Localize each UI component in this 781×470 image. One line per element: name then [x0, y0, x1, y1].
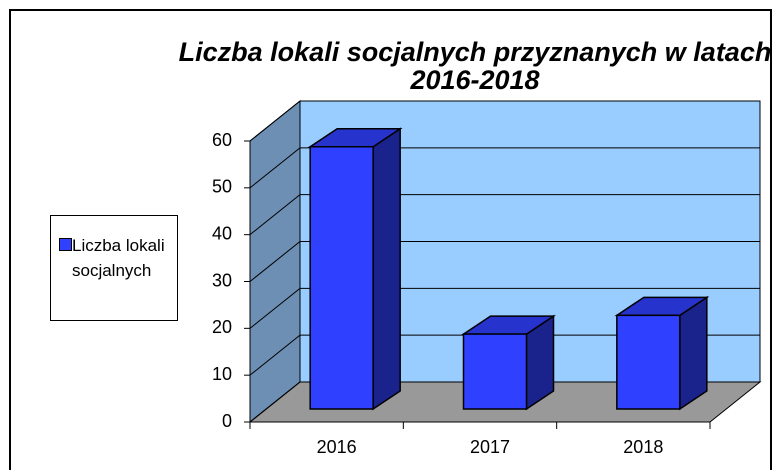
y-tick-label: 30	[212, 270, 232, 290]
legend-label: Liczba lokali socjalnych	[72, 236, 165, 280]
grid-line	[249, 100, 760, 142]
bar	[309, 145, 374, 410]
legend: Liczba lokali socjalnych	[50, 215, 178, 321]
x-tick-label: 2016	[317, 437, 357, 457]
y-tick-label: 0	[222, 411, 232, 431]
bar-side	[679, 295, 708, 411]
x-tick-label: 2017	[470, 437, 510, 457]
grid-line	[249, 334, 760, 376]
legend-swatch	[59, 238, 72, 251]
grid-line	[249, 287, 760, 329]
grid-line	[249, 381, 760, 423]
y-tick-label: 10	[212, 364, 232, 384]
grid-line	[249, 241, 760, 282]
chart-title: Liczba lokali socjalnych przyznanych w l…	[178, 37, 772, 95]
bar	[616, 314, 681, 410]
bar	[462, 333, 528, 410]
frame	[9, 9, 772, 470]
grid-line	[249, 194, 760, 236]
x-tick-label: 2018	[623, 437, 663, 457]
y-tick-label: 40	[212, 223, 232, 243]
grid-line	[249, 147, 760, 189]
y-tick-label: 50	[212, 177, 232, 197]
y-tick-label: 20	[212, 317, 232, 337]
y-tick-label: 60	[212, 130, 232, 150]
bar-side	[372, 127, 401, 411]
